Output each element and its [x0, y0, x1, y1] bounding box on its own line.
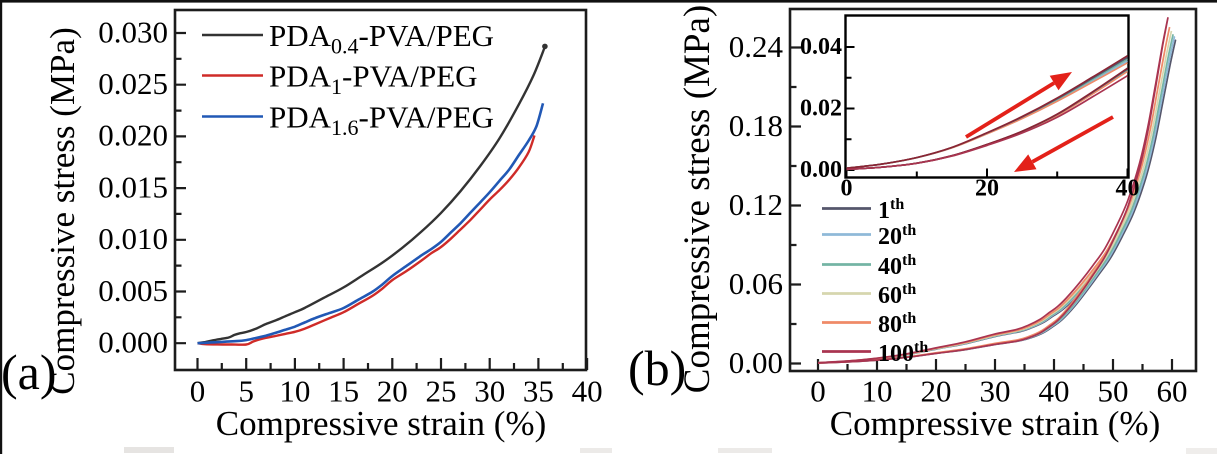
svg-text:0.06: 0.06 — [729, 266, 783, 301]
svg-text:0.015: 0.015 — [98, 169, 168, 204]
svg-text:0: 0 — [190, 374, 206, 409]
svg-text:0.02: 0.02 — [800, 96, 842, 122]
svg-text:(a): (a) — [1, 344, 57, 400]
svg-text:40: 40 — [572, 374, 603, 409]
svg-text:0.020: 0.020 — [98, 118, 168, 153]
svg-text:100th: 100th — [878, 339, 928, 367]
svg-text:0.010: 0.010 — [98, 221, 168, 256]
svg-text:10: 10 — [279, 374, 310, 409]
svg-text:0: 0 — [841, 176, 853, 202]
svg-text:PDA1-PVA/PEG: PDA1-PVA/PEG — [269, 59, 478, 100]
svg-text:20: 20 — [921, 374, 952, 409]
svg-text:20: 20 — [975, 176, 999, 202]
svg-text:0.12: 0.12 — [729, 187, 783, 222]
svg-text:25: 25 — [426, 374, 457, 409]
svg-text:50: 50 — [1098, 374, 1129, 409]
svg-text:0.04: 0.04 — [800, 34, 842, 60]
svg-text:20th: 20th — [878, 222, 916, 250]
svg-text:0.24: 0.24 — [729, 29, 784, 64]
svg-text:Compressive strain (%): Compressive strain (%) — [216, 404, 546, 443]
svg-text:40: 40 — [1116, 176, 1140, 202]
svg-text:5: 5 — [238, 374, 254, 409]
svg-text:20: 20 — [377, 374, 408, 409]
svg-text:30: 30 — [474, 374, 505, 409]
svg-text:10: 10 — [862, 374, 893, 409]
svg-text:0.00: 0.00 — [800, 157, 842, 183]
svg-text:PDA0.4-PVA/PEG: PDA0.4-PVA/PEG — [269, 18, 494, 59]
svg-text:35: 35 — [523, 374, 554, 409]
svg-text:0.030: 0.030 — [98, 14, 168, 49]
svg-text:0: 0 — [810, 374, 826, 409]
svg-text:60: 60 — [1157, 374, 1188, 409]
svg-text:30: 30 — [980, 374, 1011, 409]
svg-text:15: 15 — [328, 374, 359, 409]
svg-text:Compressive stress (MPa): Compressive stress (MPa) — [43, 27, 82, 394]
svg-text:(b): (b) — [628, 340, 686, 396]
svg-text:0.000: 0.000 — [98, 324, 168, 359]
svg-text:Compressive strain (%): Compressive strain (%) — [830, 404, 1160, 443]
svg-text:0.005: 0.005 — [98, 273, 168, 308]
svg-text:0.00: 0.00 — [729, 345, 783, 380]
svg-text:40: 40 — [1039, 374, 1070, 409]
svg-text:0.18: 0.18 — [729, 108, 783, 143]
svg-text:40th: 40th — [878, 252, 916, 280]
svg-text:0.025: 0.025 — [98, 66, 168, 101]
svg-text:PDA1.6-PVA/PEG: PDA1.6-PVA/PEG — [269, 100, 494, 141]
svg-text:Compressive stress (MPa): Compressive stress (MPa) — [677, 5, 718, 393]
